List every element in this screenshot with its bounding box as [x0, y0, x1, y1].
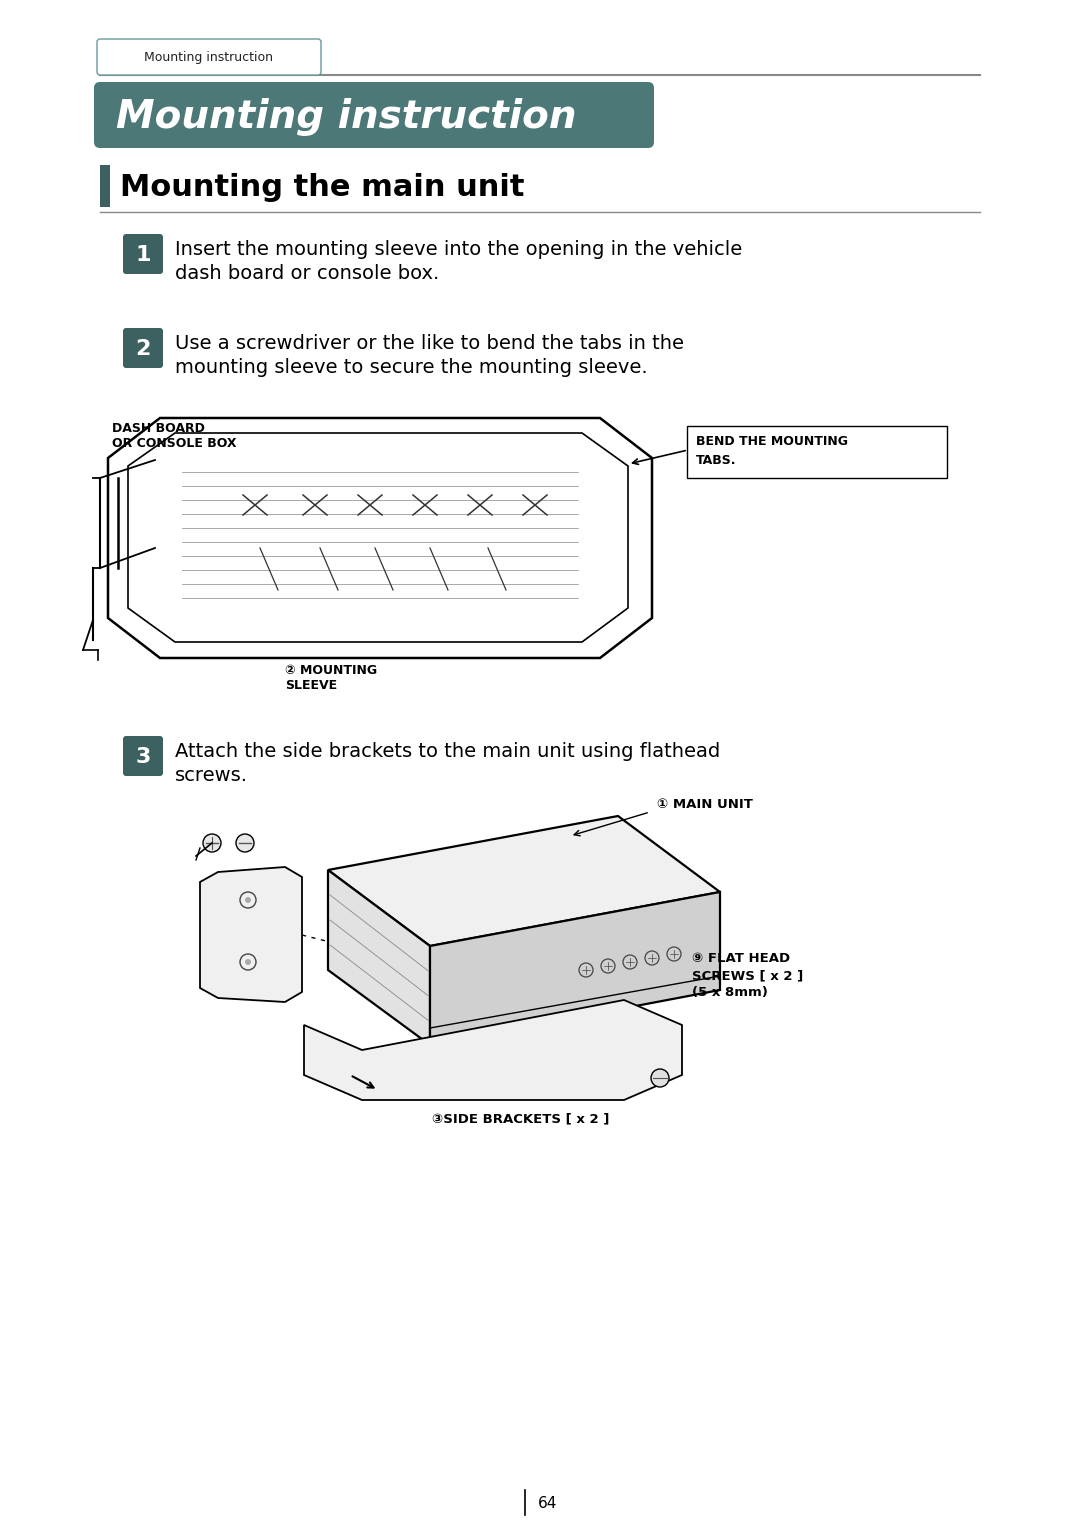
Text: dash board or console box.: dash board or console box. [175, 264, 440, 284]
Text: ② MOUNTING
SLEEVE: ② MOUNTING SLEEVE [285, 664, 377, 691]
Circle shape [203, 834, 221, 852]
Polygon shape [328, 871, 430, 1046]
Text: 1: 1 [135, 245, 151, 265]
Text: Mounting instruction: Mounting instruction [145, 52, 273, 64]
Polygon shape [328, 816, 720, 946]
FancyBboxPatch shape [94, 81, 654, 149]
Text: mounting sleeve to secure the mounting sleeve.: mounting sleeve to secure the mounting s… [175, 359, 648, 377]
Text: 3: 3 [135, 747, 151, 766]
Circle shape [245, 960, 251, 964]
Circle shape [651, 1069, 669, 1087]
Bar [100, 166, 110, 207]
Text: Mounting instruction: Mounting instruction [116, 98, 577, 136]
Circle shape [245, 897, 251, 903]
Text: Insert the mounting sleeve into the opening in the vehicle: Insert the mounting sleeve into the open… [175, 241, 742, 259]
Polygon shape [303, 1000, 681, 1101]
Text: TABS.: TABS. [696, 454, 737, 468]
FancyBboxPatch shape [97, 38, 321, 75]
Text: 2: 2 [135, 339, 151, 359]
Text: ① MAIN UNIT: ① MAIN UNIT [657, 799, 753, 811]
FancyBboxPatch shape [687, 426, 947, 478]
FancyBboxPatch shape [123, 328, 163, 368]
Text: Attach the side brackets to the main unit using flathead: Attach the side brackets to the main uni… [175, 742, 720, 760]
Text: ⑨ FLAT HEAD: ⑨ FLAT HEAD [692, 952, 791, 964]
Text: Mounting the main unit: Mounting the main unit [120, 173, 525, 201]
Circle shape [237, 834, 254, 852]
FancyBboxPatch shape [123, 235, 163, 274]
Text: SCREWS [ x 2 ]: SCREWS [ x 2 ] [692, 969, 804, 983]
Text: (5 x 8mm): (5 x 8mm) [692, 986, 768, 1000]
Text: BEND THE MOUNTING: BEND THE MOUNTING [696, 435, 848, 448]
Polygon shape [200, 868, 302, 1003]
Text: 64: 64 [538, 1496, 557, 1510]
Text: DASH BOARD
OR CONSOLE BOX: DASH BOARD OR CONSOLE BOX [112, 422, 237, 451]
Polygon shape [430, 892, 720, 1046]
Text: Use a screwdriver or the like to bend the tabs in the: Use a screwdriver or the like to bend th… [175, 334, 684, 353]
Text: ③SIDE BRACKETS [ x 2 ]: ③SIDE BRACKETS [ x 2 ] [432, 1111, 609, 1125]
Text: screws.: screws. [175, 766, 248, 785]
FancyBboxPatch shape [123, 736, 163, 776]
